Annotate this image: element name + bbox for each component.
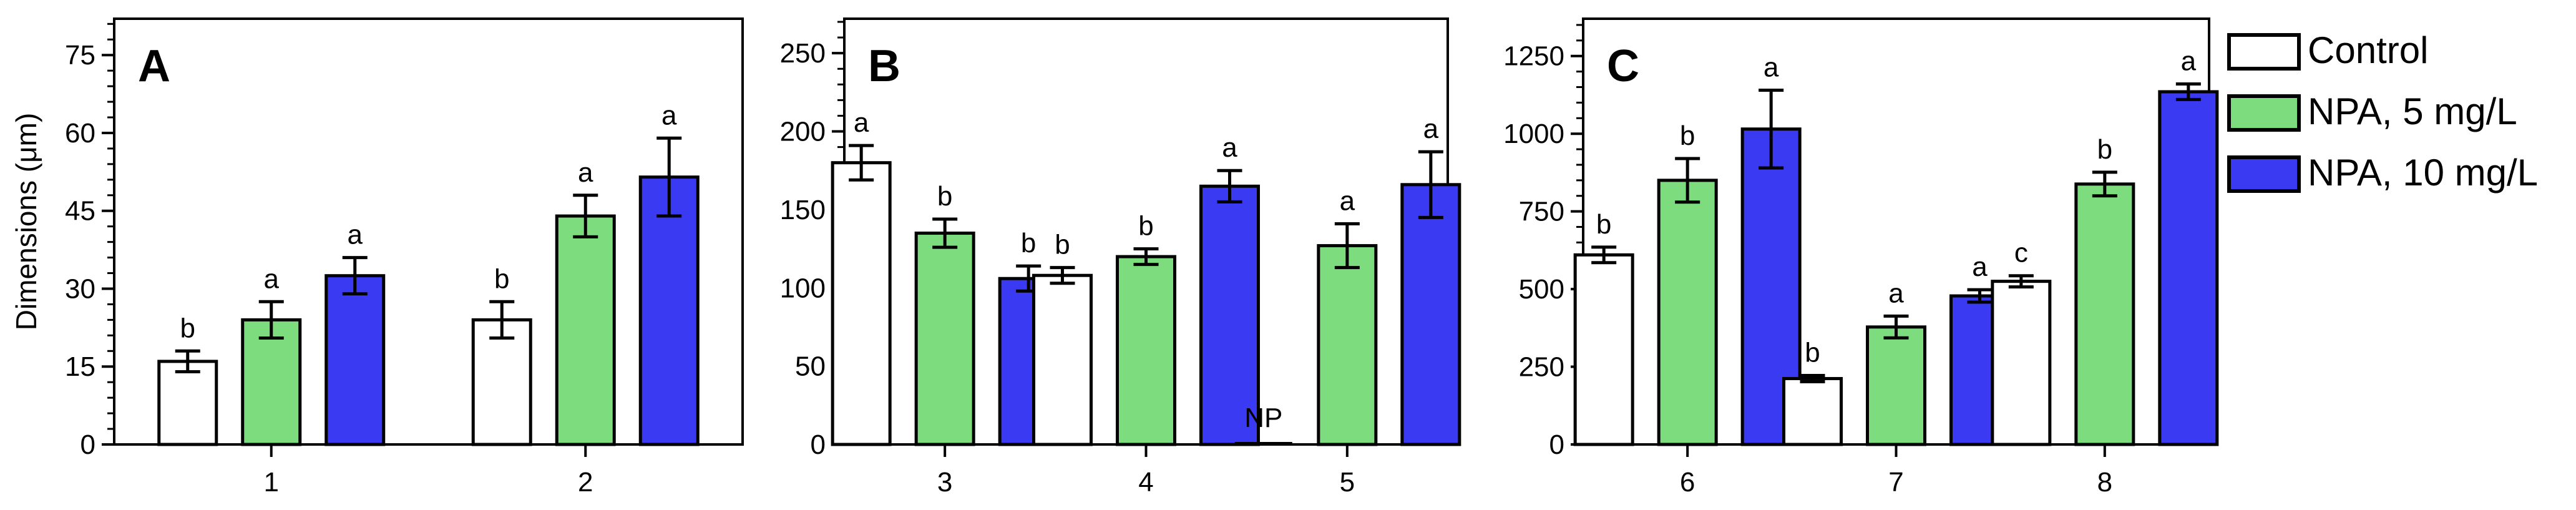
legend-label: NPA, 5 mg/L xyxy=(2308,91,2517,132)
x-tick-label: 1 xyxy=(264,467,279,498)
x-tick-label: 3 xyxy=(937,467,952,498)
bar xyxy=(471,318,532,446)
x-tick-label: 8 xyxy=(2097,467,2112,498)
bar xyxy=(1116,255,1176,446)
significance-letter: a xyxy=(578,157,593,188)
legend-swatch xyxy=(2227,33,2301,71)
bar xyxy=(2074,182,2135,446)
significance-letter: a xyxy=(1972,252,1988,282)
significance-letter: b xyxy=(1021,228,1036,258)
significance-letter: a xyxy=(1764,52,1779,82)
y-tick-label: 250 xyxy=(1519,352,1564,383)
y-tick-label: 50 xyxy=(795,351,826,382)
significance-letter: a xyxy=(1888,278,1904,308)
significance-letter: b xyxy=(1138,211,1153,242)
plot-frame xyxy=(113,17,744,446)
legend-swatch xyxy=(2227,94,2301,132)
y-tick-label: 200 xyxy=(780,117,826,147)
significance-letter: b xyxy=(494,263,509,294)
y-tick-label: 15 xyxy=(65,351,95,382)
panel-label: A xyxy=(138,41,170,91)
y-tick-label: 45 xyxy=(65,196,95,227)
panel-label: C xyxy=(1607,41,1639,91)
legend-label: Control xyxy=(2308,29,2428,71)
bar xyxy=(1782,376,1843,446)
bar xyxy=(1400,183,1461,446)
y-tick-label: 30 xyxy=(65,273,95,304)
bar xyxy=(1991,280,2052,446)
significance-letter: a xyxy=(661,100,677,130)
legend: Control NPA, 5 mg/L NPA, 10 mg/L xyxy=(2227,29,2538,194)
bar xyxy=(1573,253,1634,446)
bar xyxy=(1657,179,1718,446)
bar xyxy=(638,175,700,446)
x-tick-label: 5 xyxy=(1340,467,1355,498)
significance-letter: b xyxy=(1680,120,1695,151)
y-tick-label: 0 xyxy=(1549,429,1564,460)
y-axis-label: Dimensions (μm) xyxy=(10,113,42,331)
y-tick-label: 75 xyxy=(65,40,95,71)
significance-letter: c xyxy=(2014,238,2028,268)
y-tick-label: 500 xyxy=(1519,274,1564,305)
bar xyxy=(1032,273,1093,446)
significance-letter: b xyxy=(1805,337,1820,368)
significance-letter: a xyxy=(854,107,869,138)
bar xyxy=(831,161,892,446)
significance-letter: a xyxy=(264,263,280,294)
significance-letter: NP xyxy=(1244,403,1282,433)
y-tick-label: 1000 xyxy=(1503,119,1564,149)
y-tick-label: 250 xyxy=(780,38,826,69)
bar xyxy=(241,318,302,446)
x-tick-label: 6 xyxy=(1680,467,1695,498)
chart-panel-a: 0 15 30 45 60 75 A 1 b a a 2 b a a xyxy=(65,17,744,498)
y-tick-label: 0 xyxy=(80,429,95,460)
bar xyxy=(157,360,218,446)
y-tick-label: 150 xyxy=(780,195,826,225)
y-tick-label: 60 xyxy=(65,118,95,149)
significance-letter: a xyxy=(1340,185,1355,216)
x-tick-label: 2 xyxy=(578,467,593,498)
significance-letter: b xyxy=(180,313,195,343)
bar xyxy=(1317,244,1378,446)
significance-letter: b xyxy=(1596,209,1611,240)
legend-item: Control xyxy=(2227,29,2428,71)
y-tick-label: 100 xyxy=(780,273,826,303)
x-tick-label: 7 xyxy=(1888,467,1903,498)
bar xyxy=(1866,325,1926,446)
significance-letter: a xyxy=(348,220,363,250)
significance-letter: a xyxy=(1423,114,1439,144)
legend-swatch xyxy=(2227,155,2301,193)
legend-item: NPA, 10 mg/L xyxy=(2227,152,2538,194)
bar xyxy=(1199,184,1260,446)
significance-letter: a xyxy=(1222,132,1237,163)
bar xyxy=(555,214,616,446)
y-tick-label: 0 xyxy=(811,429,826,460)
legend-item: NPA, 5 mg/L xyxy=(2227,91,2517,132)
bar xyxy=(914,232,975,446)
chart-panel-c: 0 250 500 750 1000 1250 C 6 b b a 7 b a a 8 c b a xyxy=(1503,17,2219,498)
significance-letter: b xyxy=(937,181,952,212)
bar xyxy=(324,274,386,446)
bar xyxy=(2158,90,2219,446)
panel-label: B xyxy=(868,41,900,91)
significance-letter: a xyxy=(2181,46,2197,77)
x-tick-label: 4 xyxy=(1138,467,1153,498)
y-tick-label: 750 xyxy=(1519,197,1564,227)
significance-letter: b xyxy=(1055,230,1070,260)
legend-label: NPA, 10 mg/L xyxy=(2308,152,2538,194)
y-tick-label: 1250 xyxy=(1503,41,1564,72)
significance-letter: b xyxy=(2097,134,2112,165)
